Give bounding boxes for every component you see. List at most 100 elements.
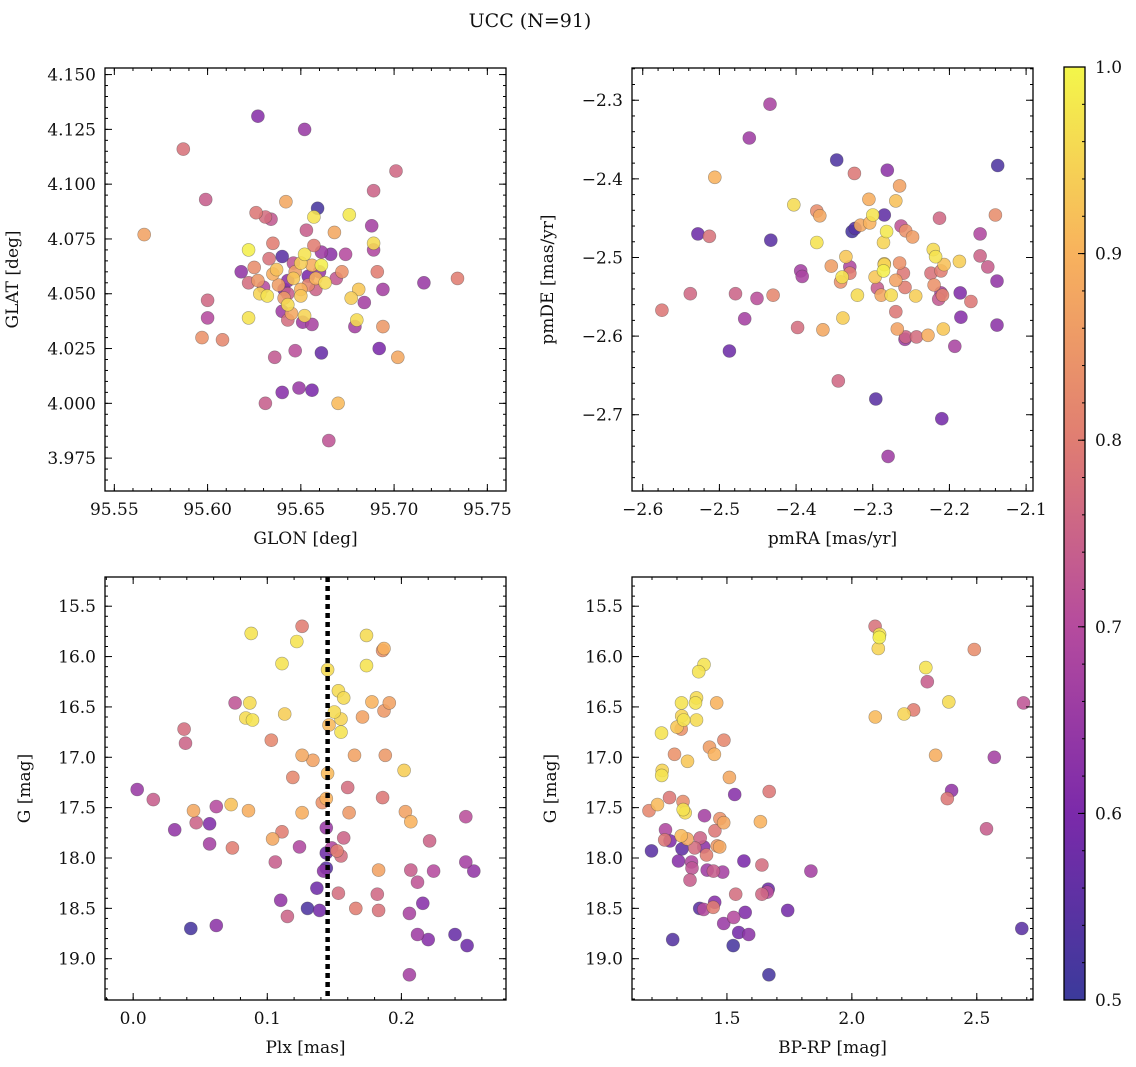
data-point xyxy=(727,787,742,802)
data-point xyxy=(184,921,198,936)
data-point xyxy=(935,288,950,303)
data-point xyxy=(990,318,1004,332)
data-point xyxy=(177,722,191,736)
data-point xyxy=(299,223,314,237)
data-point xyxy=(888,273,903,288)
data-point xyxy=(654,768,669,783)
data-point xyxy=(186,803,201,818)
x-tick-label: −2.1 xyxy=(1005,500,1046,520)
data-point xyxy=(209,799,224,814)
scatter-points xyxy=(642,619,1031,982)
data-point xyxy=(693,831,708,845)
data-point xyxy=(312,903,327,918)
data-point xyxy=(359,628,374,643)
data-point xyxy=(389,164,403,178)
data-point xyxy=(892,256,907,270)
data-point xyxy=(176,142,191,156)
data-point xyxy=(348,901,363,916)
data-point xyxy=(260,289,275,303)
y-tick-label: 16.5 xyxy=(585,698,623,718)
data-point xyxy=(812,209,827,223)
x-tick-label: 2.5 xyxy=(963,1009,990,1029)
data-point xyxy=(1016,696,1031,710)
colorbar-tick-label: 1.0 xyxy=(1095,58,1122,78)
data-point xyxy=(403,814,418,829)
data-point xyxy=(662,790,677,805)
data-point xyxy=(932,211,947,225)
data-point xyxy=(936,322,951,336)
data-point xyxy=(804,864,818,878)
data-point xyxy=(264,733,279,748)
data-point xyxy=(378,748,393,763)
data-point xyxy=(742,131,757,145)
data-point xyxy=(928,249,943,264)
data-point xyxy=(909,330,924,344)
data-point xyxy=(167,822,182,837)
data-point xyxy=(275,824,289,839)
data-point xyxy=(269,262,284,277)
data-point xyxy=(415,896,430,911)
data-point xyxy=(241,803,256,818)
data-point xyxy=(202,816,217,831)
data-point xyxy=(271,278,286,292)
data-point xyxy=(366,183,381,198)
data-point xyxy=(737,854,751,868)
data-point xyxy=(831,374,846,388)
data-point xyxy=(178,736,193,751)
data-point xyxy=(421,932,436,947)
data-point xyxy=(988,208,1003,222)
data-point xyxy=(275,249,290,264)
colorbar-tick-label: 0.6 xyxy=(1095,804,1122,824)
data-point xyxy=(865,208,880,222)
data-point xyxy=(372,341,387,356)
data-point xyxy=(726,910,741,925)
colorbar-gradient xyxy=(1064,67,1085,1000)
data-point xyxy=(349,313,364,327)
data-point xyxy=(280,909,295,924)
data-point xyxy=(967,642,982,657)
data-point xyxy=(952,254,967,269)
data-point xyxy=(376,319,390,334)
data-point xyxy=(809,235,824,250)
data-point xyxy=(397,763,411,778)
data-point xyxy=(234,264,248,279)
data-point xyxy=(410,927,425,942)
x-tick-label: −2.6 xyxy=(622,500,663,520)
y-tick-label: 4.150 xyxy=(47,66,96,86)
data-point xyxy=(763,233,778,247)
data-point xyxy=(934,411,949,426)
data-point xyxy=(888,194,903,208)
data-point xyxy=(973,227,987,241)
data-point xyxy=(689,713,704,727)
data-point xyxy=(741,927,756,942)
colorbar-tick-label: 0.9 xyxy=(1095,245,1122,265)
y-tick-label: 4.075 xyxy=(47,230,96,250)
data-point xyxy=(198,192,213,207)
x-tick-label: −2.3 xyxy=(852,500,893,520)
data-point xyxy=(753,814,768,829)
plx-gmag-scatter-panel: 0.0 0.1 0.2 15.5 16.0 16.5 17.0 17.5 18.0 18.5 19.… xyxy=(15,576,507,1058)
data-point xyxy=(707,170,722,185)
data-point xyxy=(940,791,955,806)
data-point xyxy=(654,726,669,740)
data-point xyxy=(297,122,312,137)
data-point xyxy=(305,317,319,332)
y-tick-label: 3.975 xyxy=(47,449,96,469)
data-point xyxy=(786,198,801,212)
data-point xyxy=(706,864,721,878)
data-point xyxy=(245,713,260,727)
data-point xyxy=(390,350,405,365)
data-point xyxy=(650,797,665,812)
data-point xyxy=(708,823,722,838)
data-point xyxy=(836,311,850,325)
y-tick-label: −2.6 xyxy=(582,327,623,347)
y-tick-label: 15.5 xyxy=(58,597,96,617)
data-point xyxy=(146,792,161,807)
data-point xyxy=(716,916,731,931)
data-point xyxy=(676,713,691,727)
data-point xyxy=(244,626,258,641)
data-point xyxy=(881,449,895,464)
data-point xyxy=(762,967,776,982)
data-point xyxy=(243,696,257,710)
y-axis-label: G [mag] xyxy=(15,754,35,823)
